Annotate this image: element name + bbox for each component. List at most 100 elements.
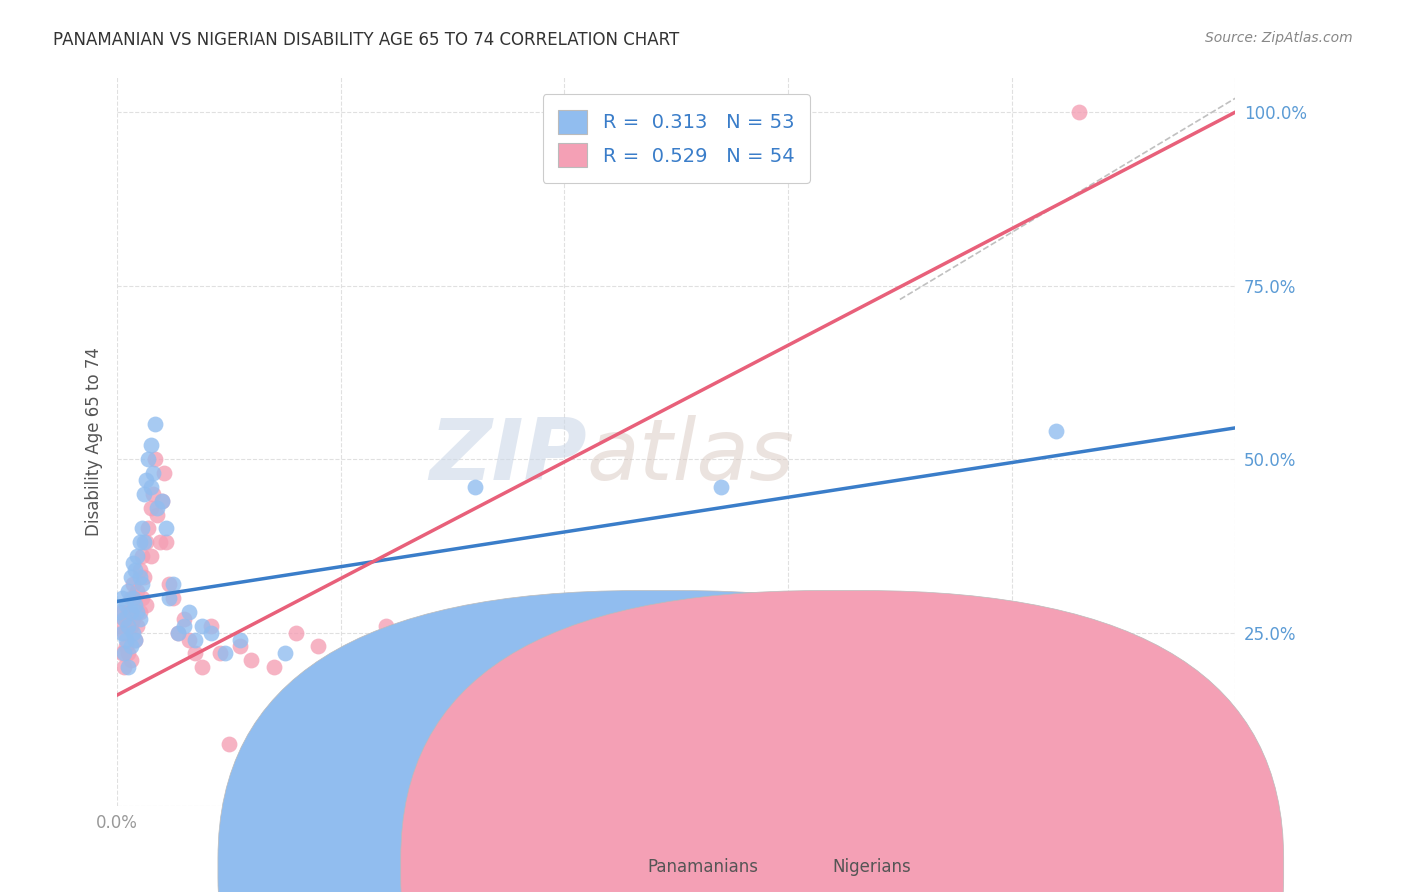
Point: [139, 438, 162, 452]
Point: [112, 625, 135, 640]
Point: [124, 598, 146, 612]
Point: [139, 480, 162, 494]
Point: [200, 618, 222, 632]
Point: [177, 605, 200, 619]
Legend: R =  0.313   N = 53, R =  0.529   N = 54: R = 0.313 N = 53, R = 0.529 N = 54: [543, 95, 810, 183]
Point: [139, 549, 162, 564]
Point: [128, 605, 150, 619]
Point: [150, 493, 173, 508]
Point: [111, 591, 134, 605]
Text: Source: ZipAtlas.com: Source: ZipAtlas.com: [1205, 31, 1353, 45]
Text: atlas: atlas: [586, 415, 794, 498]
Point: [143, 452, 166, 467]
Point: [162, 591, 184, 605]
Point: [128, 570, 150, 584]
Text: Panamanians: Panamanians: [648, 858, 758, 876]
Point: [274, 647, 297, 661]
Point: [115, 598, 138, 612]
Point: [214, 647, 236, 661]
Point: [111, 605, 134, 619]
Point: [166, 625, 188, 640]
Point: [240, 743, 263, 757]
Point: [121, 577, 143, 591]
Point: [307, 640, 329, 654]
Point: [117, 647, 139, 661]
Point: [285, 625, 308, 640]
Text: Nigerians: Nigerians: [832, 858, 911, 876]
Point: [132, 570, 155, 584]
Point: [142, 487, 165, 501]
Point: [146, 508, 169, 522]
Point: [1067, 105, 1090, 120]
Point: [131, 549, 153, 564]
Point: [117, 618, 139, 632]
Point: [127, 605, 149, 619]
Text: PANAMANIAN VS NIGERIAN DISABILITY AGE 65 TO 74 CORRELATION CHART: PANAMANIAN VS NIGERIAN DISABILITY AGE 65…: [53, 31, 679, 49]
Point: [166, 625, 188, 640]
Point: [131, 521, 153, 535]
Point: [184, 632, 207, 647]
Point: [149, 535, 172, 549]
Point: [108, 618, 131, 632]
Point: [128, 535, 150, 549]
Point: [177, 632, 200, 647]
Point: [120, 605, 142, 619]
Point: [710, 480, 733, 494]
Point: [218, 737, 240, 751]
Point: [127, 583, 149, 598]
Point: [157, 577, 180, 591]
Point: [138, 521, 160, 535]
Point: [124, 563, 146, 577]
Point: [131, 591, 153, 605]
Text: ZIP: ZIP: [429, 415, 586, 498]
Point: [143, 417, 166, 432]
Point: [128, 563, 150, 577]
Point: [155, 521, 177, 535]
Point: [139, 500, 162, 515]
Point: [191, 660, 214, 674]
Point: [329, 660, 352, 674]
Point: [120, 618, 142, 632]
Point: [115, 612, 138, 626]
Point: [121, 612, 143, 626]
Point: [157, 591, 180, 605]
Point: [263, 660, 285, 674]
Point: [132, 535, 155, 549]
Point: [132, 487, 155, 501]
Y-axis label: Disability Age 65 to 74: Disability Age 65 to 74: [86, 347, 103, 536]
Point: [121, 591, 143, 605]
Point: [135, 598, 157, 612]
Point: [240, 653, 263, 667]
Point: [111, 647, 134, 661]
Point: [229, 632, 252, 647]
Point: [111, 625, 134, 640]
Point: [138, 452, 160, 467]
Point: [108, 605, 131, 619]
Point: [252, 743, 274, 757]
Point: [117, 660, 139, 674]
Point: [120, 591, 142, 605]
Point: [889, 737, 911, 751]
Point: [120, 653, 142, 667]
Point: [464, 480, 486, 494]
Point: [1045, 425, 1067, 439]
Point: [117, 583, 139, 598]
Point: [112, 660, 135, 674]
Point: [115, 640, 138, 654]
Point: [112, 612, 135, 626]
Point: [112, 647, 135, 661]
Point: [124, 632, 146, 647]
Point: [121, 625, 143, 640]
Point: [124, 591, 146, 605]
Point: [229, 640, 252, 654]
Point: [135, 473, 157, 487]
Point: [155, 535, 177, 549]
Point: [191, 618, 214, 632]
Point: [142, 466, 165, 480]
Point: [120, 570, 142, 584]
Point: [131, 577, 153, 591]
Point: [121, 556, 143, 570]
Point: [209, 647, 232, 661]
Point: [127, 618, 149, 632]
Point: [374, 618, 396, 632]
